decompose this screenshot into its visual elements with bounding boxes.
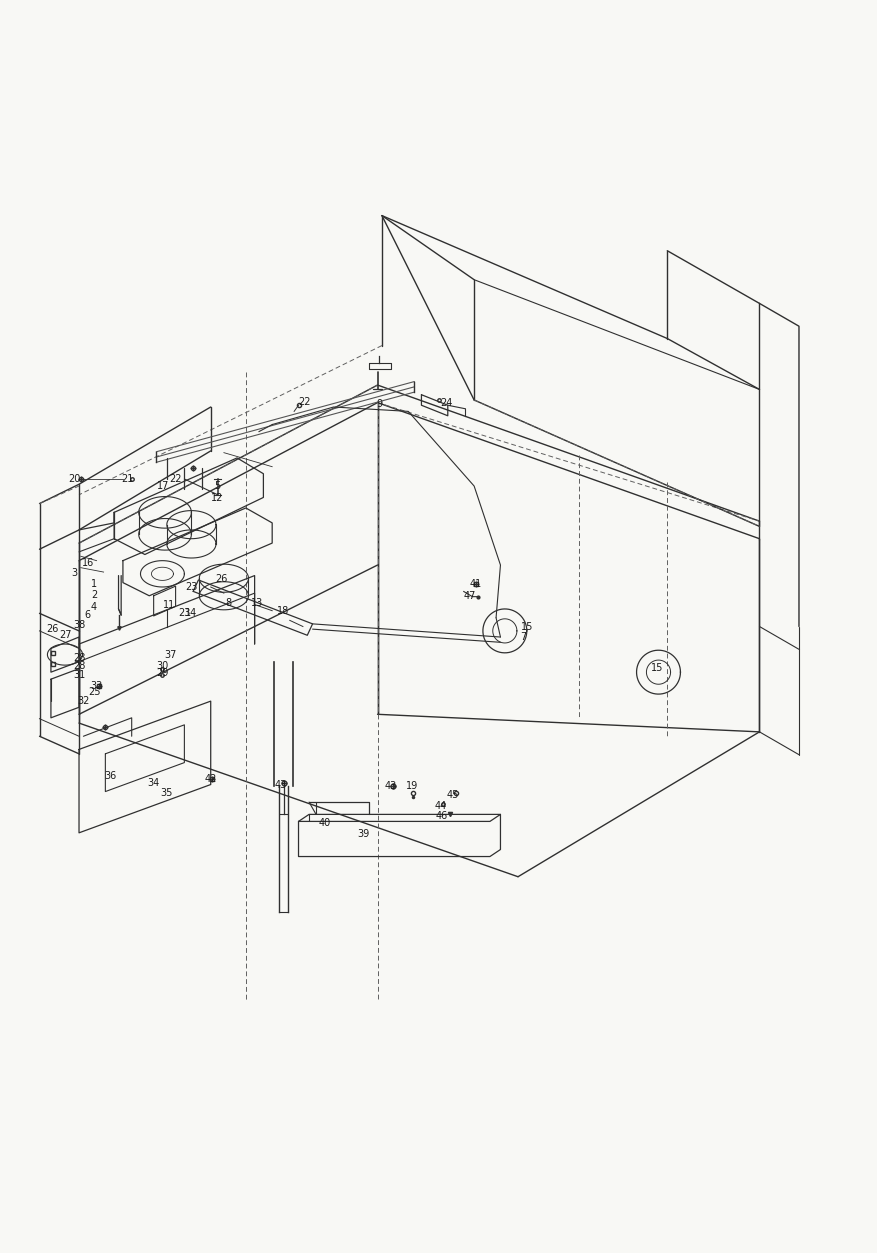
Text: 17: 17 xyxy=(157,481,169,491)
Text: 43: 43 xyxy=(275,779,287,789)
Text: 32: 32 xyxy=(77,697,89,707)
Text: 39: 39 xyxy=(357,828,369,838)
Text: 24: 24 xyxy=(439,398,452,408)
Text: 26: 26 xyxy=(46,624,59,634)
Text: 40: 40 xyxy=(318,818,331,828)
Text: 31: 31 xyxy=(73,670,85,680)
Text: 2: 2 xyxy=(90,590,97,600)
Text: 19: 19 xyxy=(405,782,417,792)
Text: 25: 25 xyxy=(89,688,101,698)
Text: 41: 41 xyxy=(469,579,481,589)
Text: 33: 33 xyxy=(90,682,103,692)
Text: 14: 14 xyxy=(185,608,197,618)
Text: 27: 27 xyxy=(60,630,72,640)
Text: 5: 5 xyxy=(213,481,220,491)
Text: 15: 15 xyxy=(520,621,532,632)
Text: 38: 38 xyxy=(73,620,85,630)
Text: 1: 1 xyxy=(91,579,96,589)
Text: 18: 18 xyxy=(276,605,289,615)
Text: 8: 8 xyxy=(225,598,231,608)
Text: 23: 23 xyxy=(185,581,197,591)
Text: 22: 22 xyxy=(169,474,182,484)
Text: 7: 7 xyxy=(519,632,526,642)
Text: 13: 13 xyxy=(251,598,263,608)
Text: 42: 42 xyxy=(204,774,217,784)
Text: 21: 21 xyxy=(121,474,133,484)
Text: 43: 43 xyxy=(384,782,396,792)
Text: 35: 35 xyxy=(160,788,173,798)
Text: 28: 28 xyxy=(73,662,85,672)
Text: 16: 16 xyxy=(82,559,94,569)
Text: 3: 3 xyxy=(72,568,77,578)
Text: 34: 34 xyxy=(147,778,160,788)
Text: 4: 4 xyxy=(91,603,96,613)
Text: 26: 26 xyxy=(215,574,227,584)
Text: 9: 9 xyxy=(376,400,381,410)
Text: 36: 36 xyxy=(104,771,117,781)
Text: 29: 29 xyxy=(156,668,168,678)
Text: 47: 47 xyxy=(463,590,475,600)
Text: 45: 45 xyxy=(446,791,459,801)
Text: 37: 37 xyxy=(164,649,176,659)
Text: 6: 6 xyxy=(85,610,90,620)
Text: 28: 28 xyxy=(73,653,85,663)
Text: 30: 30 xyxy=(156,662,168,672)
Text: 46: 46 xyxy=(435,811,447,821)
Text: 11: 11 xyxy=(163,599,175,609)
Text: 12: 12 xyxy=(210,494,223,504)
Text: 44: 44 xyxy=(434,801,446,811)
Text: 23: 23 xyxy=(178,608,190,618)
Text: 15: 15 xyxy=(650,663,662,673)
Text: 20: 20 xyxy=(68,474,81,484)
Text: 22: 22 xyxy=(298,397,310,407)
